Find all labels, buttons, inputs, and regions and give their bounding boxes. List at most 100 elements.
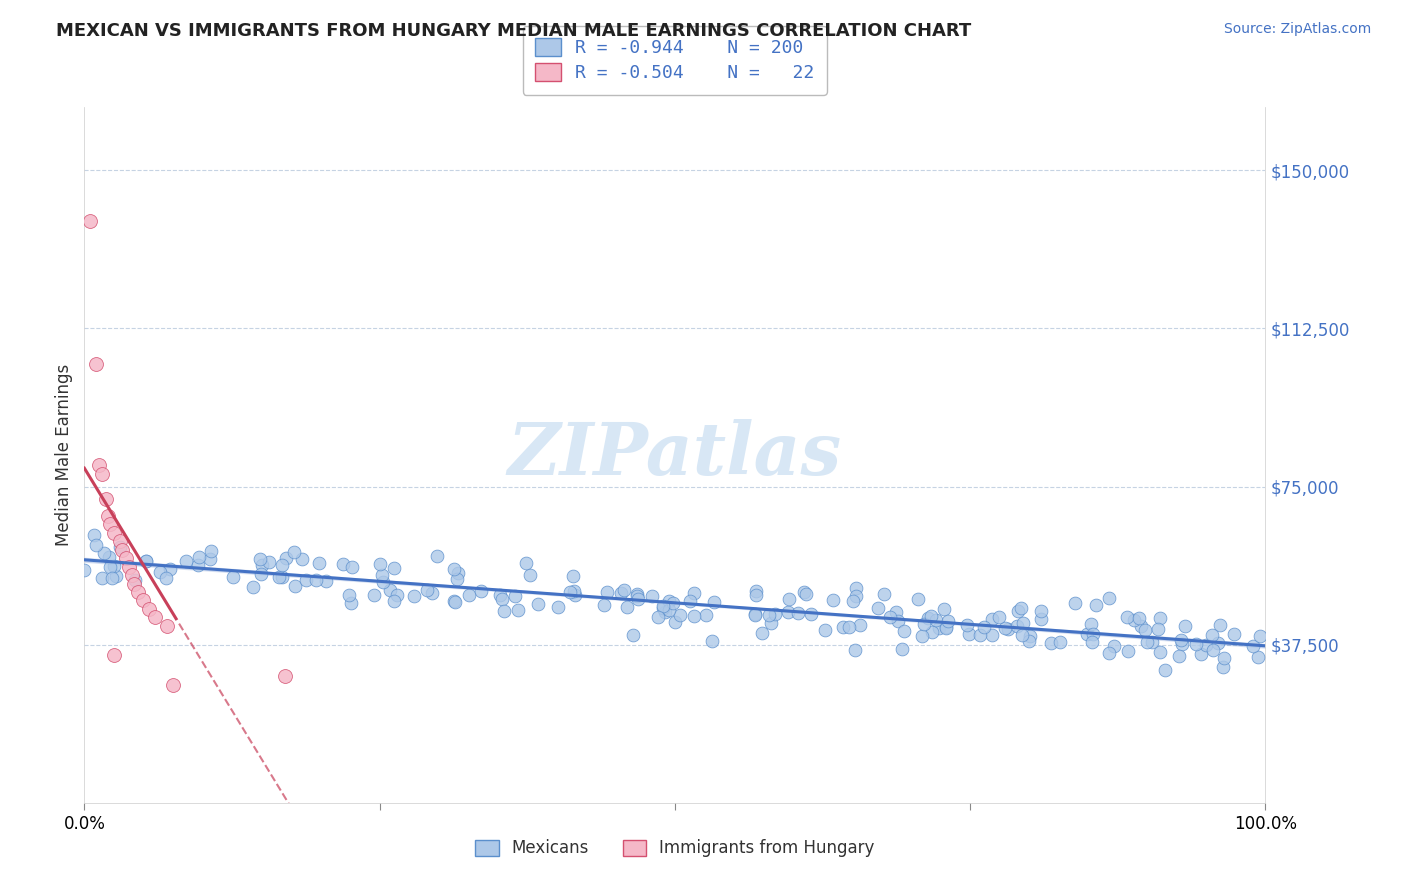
Point (416, 582, 439, 597)
Point (457, 588, 479, 602)
Point (1011, 627, 1033, 641)
Point (284, 579, 307, 593)
Point (271, 558, 294, 573)
Point (446, 572, 468, 586)
Point (794, 587, 817, 601)
Text: MEXICAN VS IMMIGRANTS FROM HUNGARY MEDIAN MALE EARNINGS CORRELATION CHART: MEXICAN VS IMMIGRANTS FROM HUNGARY MEDIA… (56, 22, 972, 40)
Point (936, 614, 959, 628)
Point (79, 214, 101, 228)
Point (641, 589, 664, 603)
Point (658, 594, 681, 608)
Point (558, 585, 581, 599)
Point (1189, 648, 1212, 662)
Point (121, 568, 143, 582)
Point (814, 624, 837, 638)
Point (1208, 618, 1230, 632)
Point (562, 583, 585, 598)
Point (132, 593, 155, 607)
Point (135, 554, 157, 568)
Point (1174, 619, 1197, 633)
Point (98, 517, 121, 532)
Point (935, 620, 957, 634)
Point (149, 566, 172, 580)
Point (526, 597, 548, 611)
Point (1005, 619, 1028, 633)
Point (385, 588, 408, 602)
Point (778, 592, 800, 607)
Point (891, 642, 914, 657)
Point (404, 589, 426, 603)
Point (744, 607, 766, 621)
Point (700, 633, 723, 648)
Point (1080, 616, 1102, 631)
Point (188, 549, 211, 564)
Point (371, 574, 394, 589)
Point (271, 569, 294, 583)
Point (1171, 637, 1194, 651)
Text: ZIPatlas: ZIPatlas (508, 419, 842, 491)
Point (363, 588, 385, 602)
Point (626, 589, 648, 603)
Point (98, 560, 121, 574)
Point (925, 613, 948, 627)
Point (1149, 645, 1171, 659)
Point (981, 612, 1004, 626)
Point (793, 585, 815, 599)
Point (613, 583, 636, 598)
Point (1115, 610, 1137, 624)
Point (1122, 613, 1144, 627)
Point (1167, 648, 1189, 663)
Point (111, 542, 134, 557)
Point (443, 561, 465, 575)
Point (823, 593, 845, 607)
Point (1147, 622, 1170, 636)
Point (138, 602, 160, 616)
Point (907, 592, 929, 607)
Point (103, 648, 125, 663)
Point (1128, 611, 1150, 625)
Point (845, 581, 868, 595)
Point (1081, 635, 1104, 649)
Point (1154, 663, 1177, 677)
Point (934, 602, 956, 616)
Point (651, 601, 673, 615)
Point (508, 603, 530, 617)
Point (488, 588, 510, 602)
Point (83, 528, 105, 542)
Point (879, 610, 901, 624)
Point (87, 458, 110, 473)
Point (1185, 638, 1208, 652)
Point (222, 570, 245, 584)
Point (832, 620, 855, 634)
Point (682, 586, 704, 600)
Point (135, 554, 157, 568)
Point (695, 607, 717, 622)
Point (1223, 627, 1246, 641)
Point (1011, 615, 1033, 630)
Point (1010, 600, 1032, 615)
Point (654, 605, 676, 619)
Point (845, 589, 868, 603)
Point (250, 566, 273, 581)
Point (1140, 635, 1163, 649)
Point (842, 594, 865, 608)
Point (547, 599, 569, 614)
Point (592, 598, 614, 612)
Point (893, 624, 915, 638)
Point (114, 551, 136, 566)
Point (86, 538, 108, 552)
Point (124, 574, 146, 588)
Point (627, 591, 650, 606)
Point (1098, 591, 1121, 606)
Point (101, 571, 124, 585)
Point (1206, 636, 1229, 650)
Point (1195, 638, 1218, 652)
Point (97, 549, 120, 564)
Point (564, 588, 586, 602)
Point (1212, 659, 1234, 673)
Point (838, 620, 860, 634)
Point (494, 603, 516, 617)
Point (886, 605, 908, 619)
Point (187, 558, 209, 572)
Point (1018, 629, 1040, 643)
